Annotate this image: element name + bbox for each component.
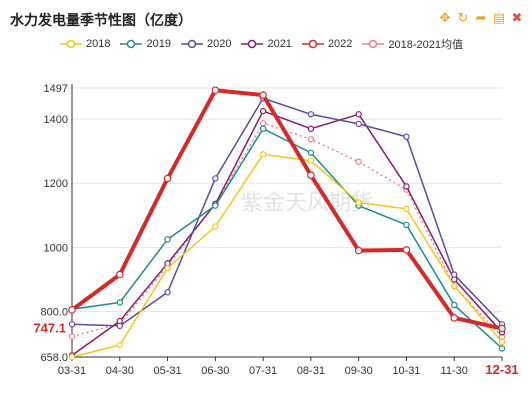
legend-swatch-icon <box>120 39 143 49</box>
data-point <box>403 183 410 190</box>
data-point <box>402 246 411 254</box>
data-point <box>307 157 315 164</box>
data-point <box>450 314 459 322</box>
data-point <box>355 120 362 128</box>
legend-swatch-icon <box>301 39 324 49</box>
save-image-icon[interactable]: ▤ <box>492 11 506 26</box>
series-line-5 <box>71 122 503 338</box>
data-point <box>116 299 123 306</box>
data-point <box>498 338 506 346</box>
x-tick-label: 03-31 <box>58 365 86 377</box>
data-point <box>354 246 363 255</box>
data-point <box>259 151 267 158</box>
legend-item-5[interactable]: 2018-2021均值 <box>362 36 463 52</box>
data-point <box>259 107 267 115</box>
x-tick-label: 05-31 <box>153 365 181 377</box>
data-point <box>307 171 315 180</box>
data-point <box>355 199 362 206</box>
chart-title: 水力发电量季节性图（亿度） <box>10 13 192 29</box>
move-icon[interactable]: ✥ <box>439 11 451 26</box>
series-line-2 <box>71 97 503 327</box>
data-point <box>211 86 220 95</box>
x-tick-label: 07-31 <box>249 365 277 377</box>
data-point <box>355 111 362 118</box>
chart-toolbar: ✥ ↻ ➦ ▤ ✖ <box>438 12 524 26</box>
data-point <box>403 133 410 140</box>
data-point <box>307 136 315 143</box>
y-tick-label: 1400 <box>44 114 68 126</box>
data-point <box>212 202 219 209</box>
y-tick-label: 1000 <box>44 242 68 254</box>
x-tick-label: 09-30 <box>345 365 373 377</box>
data-point <box>164 236 171 243</box>
legend-label: 2022 <box>327 38 353 50</box>
data-point <box>403 221 410 229</box>
data-point <box>259 91 267 99</box>
legend-label: 2018-2021均值 <box>388 39 464 51</box>
legend-label: 2019 <box>146 38 171 50</box>
watermark: 紫金天风期货 <box>241 191 373 216</box>
data-point <box>116 341 123 349</box>
share-icon[interactable]: ➦ <box>475 11 487 26</box>
x-tick-label: 12-31 <box>485 362 518 377</box>
data-point <box>498 345 506 352</box>
legend-item-0[interactable]: 2018 <box>60 36 110 52</box>
current-value-label: 747.1 <box>33 320 66 335</box>
x-tick-label: 06-30 <box>201 365 229 377</box>
legend-item-2[interactable]: 2020 <box>180 36 232 52</box>
series-line-1 <box>71 127 503 349</box>
chart-legend: 2018 2019 2020 2021 2022 2018-2021均值 <box>60 36 463 52</box>
data-point <box>212 175 219 182</box>
y-tick-label: 658.0 <box>40 352 68 364</box>
data-point <box>307 149 315 156</box>
data-point <box>68 306 76 314</box>
data-point <box>259 125 267 132</box>
legend-swatch-icon <box>180 39 203 49</box>
data-point <box>164 264 171 272</box>
x-tick-label: 04-30 <box>106 365 134 377</box>
data-point <box>451 282 458 290</box>
data-point <box>115 270 124 279</box>
legend-item-3[interactable]: 2021 <box>241 36 292 52</box>
legend-item-4[interactable]: 2022 <box>301 36 353 52</box>
data-point <box>403 205 410 213</box>
data-point <box>498 324 506 333</box>
close-icon[interactable]: ✖ <box>511 11 523 26</box>
series-line-4 <box>70 88 503 331</box>
x-tick-label: 10-31 <box>392 365 420 377</box>
data-point <box>68 333 76 340</box>
data-point <box>451 301 458 309</box>
y-tick-label: 1200 <box>44 178 68 190</box>
legend-swatch-icon <box>60 39 82 49</box>
data-point <box>163 174 172 183</box>
refresh-icon[interactable]: ↻ <box>457 11 469 26</box>
series-line-0 <box>71 153 503 358</box>
y-tick-label: 800.0 <box>40 306 68 318</box>
data-point <box>164 289 171 296</box>
legend-swatch-icon <box>241 39 264 49</box>
legend-label: 2018 <box>86 38 111 50</box>
x-tick-label: 11-30 <box>441 365 468 377</box>
legend-swatch-icon <box>362 39 385 49</box>
current-value-bg <box>28 320 68 335</box>
legend-item-1[interactable]: 2019 <box>120 36 171 52</box>
x-tick-label: 08-31 <box>297 365 325 377</box>
series-line-3 <box>71 110 503 357</box>
data-point <box>68 321 76 328</box>
data-point <box>307 111 315 118</box>
y-tick-label: 1497 <box>44 83 68 95</box>
legend-label: 2021 <box>267 38 292 50</box>
data-point <box>355 158 362 165</box>
data-point <box>212 223 219 230</box>
data-point <box>68 353 76 361</box>
legend-label: 2020 <box>206 38 232 50</box>
data-point <box>116 322 123 330</box>
data-point <box>259 120 267 127</box>
data-point <box>451 271 458 278</box>
data-point <box>307 125 315 132</box>
